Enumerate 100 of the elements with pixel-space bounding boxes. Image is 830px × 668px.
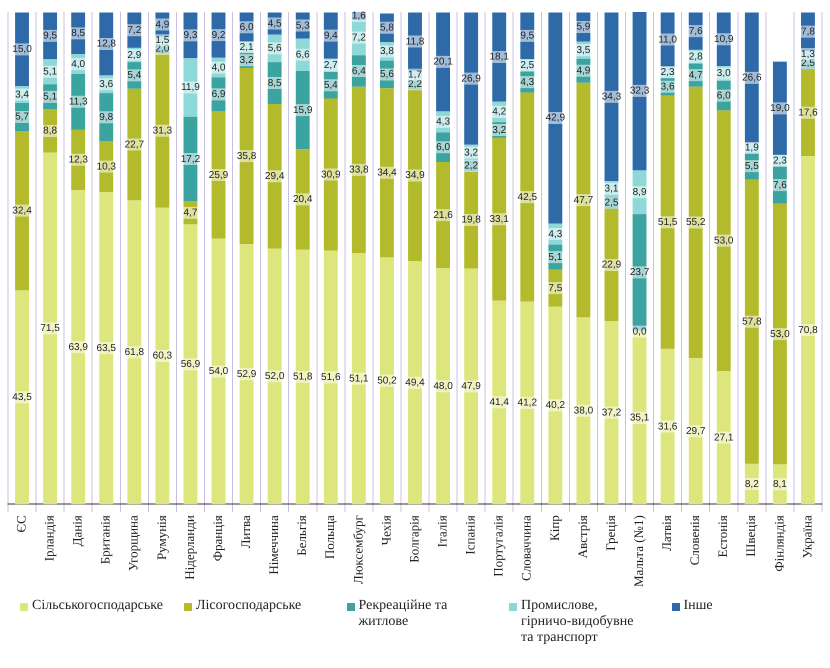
data-label: 51,1 xyxy=(349,373,370,384)
data-label: 7,2 xyxy=(127,24,142,36)
data-label: 15,9 xyxy=(292,104,313,116)
data-label: 30,9 xyxy=(321,169,341,180)
data-label: 5,9 xyxy=(576,22,591,33)
data-label: 7,5 xyxy=(548,282,563,294)
data-label: 7,6 xyxy=(772,180,788,191)
data-label: 3,0 xyxy=(716,68,732,80)
data-label: 7,8 xyxy=(801,26,816,38)
bar xyxy=(744,464,759,504)
x-tick-label: Литва xyxy=(238,514,254,548)
data-label: 23,7 xyxy=(630,267,650,278)
x-tick-label: Словаччина xyxy=(518,514,534,581)
data-label: 31,3 xyxy=(152,126,173,136)
data-label: 5,8 xyxy=(380,22,394,34)
data-label: 17,6 xyxy=(798,108,818,119)
data-label: 1,7 xyxy=(408,69,422,80)
x-tick-label: Чехія xyxy=(378,515,394,546)
bar xyxy=(71,190,86,504)
bar xyxy=(184,12,198,58)
data-label: 32,3 xyxy=(630,86,650,97)
x-tick-label: Словенія xyxy=(687,515,702,566)
data-label: 11,9 xyxy=(181,82,200,94)
data-label: 3,8 xyxy=(380,46,394,58)
x-tick-label: Данія xyxy=(70,515,85,546)
data-label: 26,6 xyxy=(742,72,762,84)
bar xyxy=(492,12,506,102)
data-label: 19,8 xyxy=(461,214,482,226)
data-label: 7,2 xyxy=(352,32,366,44)
data-label: 29,4 xyxy=(264,170,285,182)
bar xyxy=(688,358,703,504)
data-label: 2,8 xyxy=(688,51,704,62)
data-label: 53,0 xyxy=(770,328,790,340)
data-label: 60,3 xyxy=(152,350,173,362)
data-label: 40,2 xyxy=(546,400,566,412)
data-label: 2,2 xyxy=(408,79,422,90)
bar xyxy=(99,93,114,142)
data-label: 11,8 xyxy=(406,36,425,48)
data-label: 26,9 xyxy=(461,73,482,84)
x-tick-label: Італія xyxy=(434,515,450,548)
x-tick-label: ЄС xyxy=(13,515,28,532)
data-label: 20,4 xyxy=(292,194,313,206)
data-label: 17,2 xyxy=(180,154,201,165)
data-label: 31,6 xyxy=(658,421,678,432)
data-label: 4,9 xyxy=(155,19,170,30)
bar xyxy=(324,98,338,250)
data-label: 5,4 xyxy=(324,80,338,92)
bar xyxy=(716,12,731,66)
data-label: 53,0 xyxy=(714,235,734,246)
x-tick-label: Кіпр xyxy=(546,515,562,541)
data-label: 8,2 xyxy=(744,478,760,490)
data-label: 4,0 xyxy=(71,58,86,70)
data-label: 25,9 xyxy=(208,170,229,181)
data-label: 5,5 xyxy=(744,160,760,172)
bar xyxy=(99,12,114,76)
legend-label: Рекреаційне та житлове xyxy=(358,598,448,630)
x-tick-label: Угорщина xyxy=(126,514,141,571)
data-label: 48,0 xyxy=(433,380,454,392)
data-label: 2,5 xyxy=(604,197,619,208)
data-label: 34,4 xyxy=(377,168,398,179)
data-label: 21,6 xyxy=(433,210,454,221)
data-label: 4,7 xyxy=(183,208,198,219)
data-label: 12,3 xyxy=(68,154,88,166)
data-label: 2,0 xyxy=(155,44,170,55)
data-label: 57,8 xyxy=(742,316,762,328)
data-label: 5,6 xyxy=(380,69,394,80)
data-label: 10,9 xyxy=(714,34,734,46)
x-tick-label: Британія xyxy=(98,515,113,564)
data-label: 20,1 xyxy=(433,56,454,68)
data-label: 42,5 xyxy=(518,192,538,203)
x-tick-label: Мальта (№1) xyxy=(630,515,646,588)
data-label: 2,1 xyxy=(240,42,254,53)
bar xyxy=(43,12,58,60)
data-label: 3,2 xyxy=(492,124,507,136)
data-label: 6,6 xyxy=(296,50,310,61)
data-label: 8,5 xyxy=(268,78,282,89)
bar xyxy=(492,138,506,301)
data-label: 70,8 xyxy=(798,324,818,336)
bar xyxy=(801,12,815,51)
data-label: 18,1 xyxy=(489,52,510,63)
data-label: 37,2 xyxy=(602,408,622,419)
x-tick-label: Португалія xyxy=(490,515,506,577)
bar xyxy=(127,12,142,48)
x-tick-label: Бельгія xyxy=(294,515,310,556)
data-label: 15,0 xyxy=(12,44,32,56)
bar xyxy=(352,252,366,504)
data-label: 3,2 xyxy=(464,147,479,158)
bar xyxy=(772,464,787,504)
data-label: 6,4 xyxy=(352,66,366,77)
data-label: 22,9 xyxy=(602,260,622,271)
bar xyxy=(15,102,29,131)
x-tick-label: Ірландія xyxy=(42,515,57,562)
data-label: 3,6 xyxy=(99,79,114,90)
data-label: 9,3 xyxy=(183,30,198,42)
data-label: 11,0 xyxy=(658,34,678,46)
bar xyxy=(71,74,86,130)
data-label: 5,7 xyxy=(15,112,30,123)
x-tick-label: Болгарія xyxy=(406,515,422,563)
data-label: 4,0 xyxy=(212,62,226,74)
data-label: 6,0 xyxy=(436,142,450,153)
